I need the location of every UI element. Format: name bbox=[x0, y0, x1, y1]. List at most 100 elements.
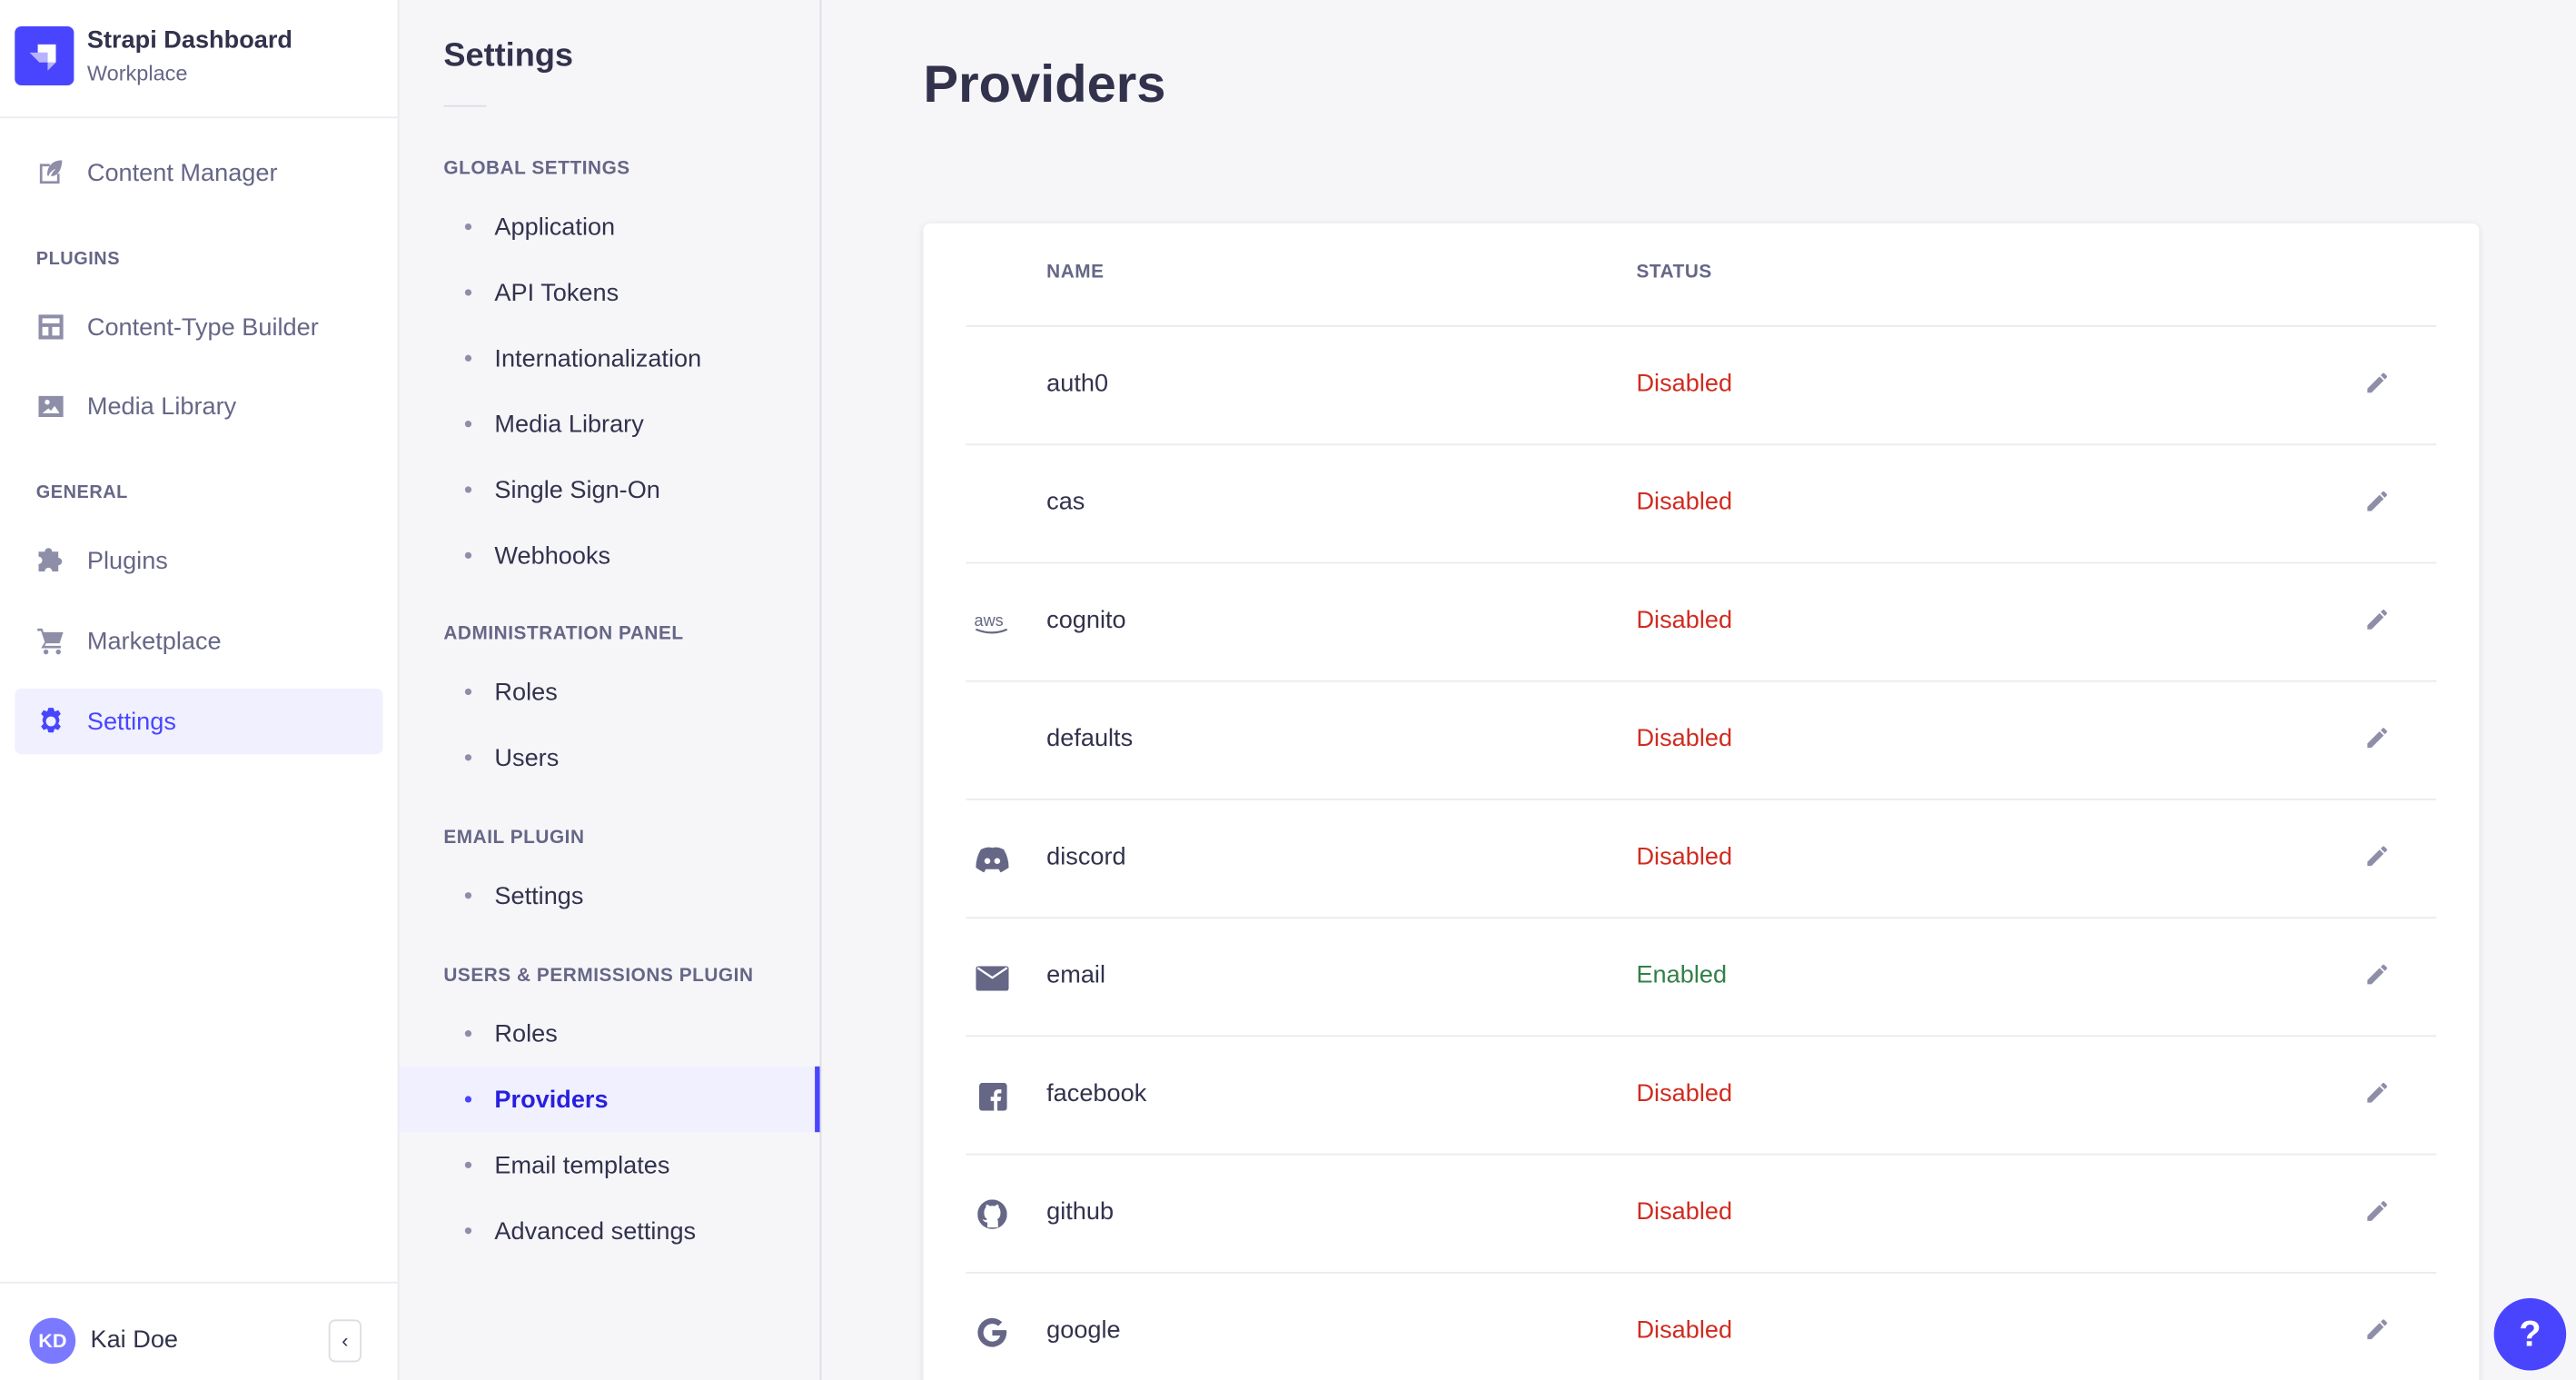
edit-button[interactable] bbox=[2364, 961, 2394, 991]
nav-label: Plugins bbox=[86, 546, 168, 575]
edit-button[interactable] bbox=[2364, 488, 2394, 518]
table-row[interactable]: cas Disabled bbox=[966, 443, 2437, 561]
status-badge: Disabled bbox=[1636, 1315, 1733, 1345]
subnav-item-label: Application bbox=[494, 213, 616, 241]
status-badge: Disabled bbox=[1636, 369, 1733, 398]
bullet-icon bbox=[464, 688, 472, 696]
aws-icon: aws bbox=[973, 603, 1012, 642]
table-row[interactable]: email Enabled bbox=[966, 917, 2437, 1035]
edit-button[interactable] bbox=[2364, 1316, 2394, 1346]
subnav-item-label: Roles bbox=[494, 1019, 558, 1048]
pencil-icon bbox=[2367, 964, 2388, 985]
provider-name: defaults bbox=[1046, 724, 1134, 753]
workspace-name: Workplace bbox=[86, 60, 188, 86]
subnav-item-settings[interactable]: Settings bbox=[400, 863, 820, 928]
table-row[interactable]: aws cognito Disabled bbox=[966, 561, 2437, 680]
edit-button[interactable] bbox=[2364, 725, 2394, 755]
divider bbox=[0, 1281, 398, 1284]
subnav-item-single-sign-on[interactable]: Single Sign-On bbox=[400, 457, 820, 522]
subnav-section-label: USERS & PERMISSIONS PLUGIN bbox=[443, 966, 754, 987]
facebook-icon bbox=[973, 1077, 1012, 1116]
subnav-item-label: Internationalization bbox=[494, 343, 702, 372]
status-badge: Disabled bbox=[1636, 842, 1733, 871]
nav-item-marketplace[interactable]: Marketplace bbox=[15, 608, 382, 673]
bullet-icon bbox=[464, 892, 472, 899]
bullet-icon bbox=[464, 1096, 472, 1103]
subnav-item-advanced-settings[interactable]: Advanced settings bbox=[400, 1198, 820, 1264]
settings-subnav: Settings GLOBAL SETTINGS Application API T… bbox=[399, 0, 822, 1380]
table-row[interactable]: github Disabled bbox=[966, 1153, 2437, 1272]
edit-button[interactable] bbox=[2364, 370, 2394, 400]
subnav-item-application[interactable]: Application bbox=[400, 194, 820, 259]
divider bbox=[443, 104, 487, 107]
subnav-item-email-templates[interactable]: Email templates bbox=[400, 1132, 820, 1197]
subnav-item-label: Webhooks bbox=[494, 541, 611, 570]
subnav-item-label: Providers bbox=[494, 1085, 609, 1114]
pencil-icon bbox=[2367, 1201, 2388, 1221]
subnav-item-roles[interactable]: Roles bbox=[400, 659, 820, 724]
column-header-name: NAME bbox=[1046, 263, 1105, 283]
table-row[interactable]: facebook Disabled bbox=[966, 1035, 2437, 1153]
user-name[interactable]: Kai Doe bbox=[90, 1325, 179, 1355]
subnav-item-label: Roles bbox=[494, 678, 558, 706]
subnav-item-label: API Tokens bbox=[494, 278, 619, 307]
google-icon bbox=[973, 1313, 1012, 1352]
cart-icon bbox=[37, 628, 64, 655]
pencil-icon bbox=[2367, 1319, 2388, 1340]
nav-section-general: GENERAL bbox=[35, 482, 128, 503]
table-row[interactable]: defaults Disabled bbox=[966, 680, 2437, 799]
nav-item-media-library[interactable]: Media Library bbox=[15, 373, 382, 439]
providers-table: NAME STATUS auth0 Disabled cas Disabled aws c… bbox=[923, 223, 2480, 1380]
status-badge: Disabled bbox=[1636, 488, 1733, 516]
subnav-item-label: Single Sign-On bbox=[494, 475, 660, 504]
bullet-icon bbox=[464, 754, 472, 761]
subnav-item-providers[interactable]: Providers bbox=[399, 1066, 820, 1133]
table-row[interactable]: discord Disabled bbox=[966, 799, 2437, 917]
subnav-section-label: ADMINISTRATION PANEL bbox=[443, 624, 684, 645]
pencil-icon bbox=[2367, 491, 2388, 511]
subnav-item-users[interactable]: Users bbox=[400, 725, 820, 790]
provider-name: cognito bbox=[1046, 606, 1126, 635]
subnav-item-label: Media Library bbox=[494, 410, 644, 439]
edit-button[interactable] bbox=[2364, 606, 2394, 636]
provider-name: github bbox=[1046, 1197, 1115, 1226]
pencil-icon bbox=[2367, 728, 2388, 748]
layout-icon bbox=[38, 314, 64, 340]
subnav-item-media-library[interactable]: Media Library bbox=[400, 391, 820, 456]
gear-icon bbox=[41, 708, 61, 733]
bullet-icon bbox=[464, 223, 472, 231]
edit-button[interactable] bbox=[2364, 843, 2394, 873]
nav-item-plugins[interactable]: Plugins bbox=[15, 528, 382, 593]
subnav-item-label: Email templates bbox=[494, 1150, 670, 1179]
subnav-item-api-tokens[interactable]: API Tokens bbox=[400, 260, 820, 325]
brand-title: Strapi Dashboard bbox=[86, 25, 293, 55]
provider-name: cas bbox=[1046, 488, 1085, 516]
avatar[interactable]: KD bbox=[29, 1317, 76, 1365]
nav-item-content-type-builder[interactable]: Content-Type Builder bbox=[15, 294, 382, 360]
image-icon bbox=[38, 395, 64, 417]
nav-item-settings[interactable]: Settings bbox=[15, 688, 383, 755]
strapi-logo[interactable] bbox=[15, 25, 74, 86]
collapse-nav-button[interactable]: ‹ bbox=[328, 1319, 362, 1363]
pencil-icon bbox=[2367, 610, 2388, 630]
provider-name: google bbox=[1046, 1315, 1121, 1345]
subnav-item-label: Advanced settings bbox=[494, 1216, 697, 1246]
edit-button[interactable] bbox=[2364, 1198, 2394, 1228]
nav-item-content-manager[interactable]: Content Manager bbox=[15, 140, 382, 205]
bullet-icon bbox=[464, 354, 472, 362]
subnav-item-internationalization[interactable]: Internationalization bbox=[400, 325, 820, 391]
status-badge: Disabled bbox=[1636, 606, 1733, 635]
subnav-item-roles[interactable]: Roles bbox=[400, 1000, 820, 1066]
edit-button[interactable] bbox=[2364, 1079, 2394, 1109]
help-button[interactable]: ? bbox=[2493, 1297, 2567, 1371]
table-row[interactable]: auth0 Disabled bbox=[966, 325, 2437, 443]
table-row[interactable]: google Disabled bbox=[966, 1271, 2437, 1380]
subnav-item-webhooks[interactable]: Webhooks bbox=[400, 522, 820, 588]
svg-text:aws: aws bbox=[975, 611, 1004, 630]
discord-icon bbox=[973, 839, 1012, 879]
bullet-icon bbox=[464, 551, 472, 559]
bullet-icon bbox=[464, 1030, 472, 1037]
pencil-icon bbox=[2367, 1082, 2388, 1103]
puzzle-icon bbox=[38, 548, 63, 571]
bullet-icon bbox=[464, 289, 472, 296]
